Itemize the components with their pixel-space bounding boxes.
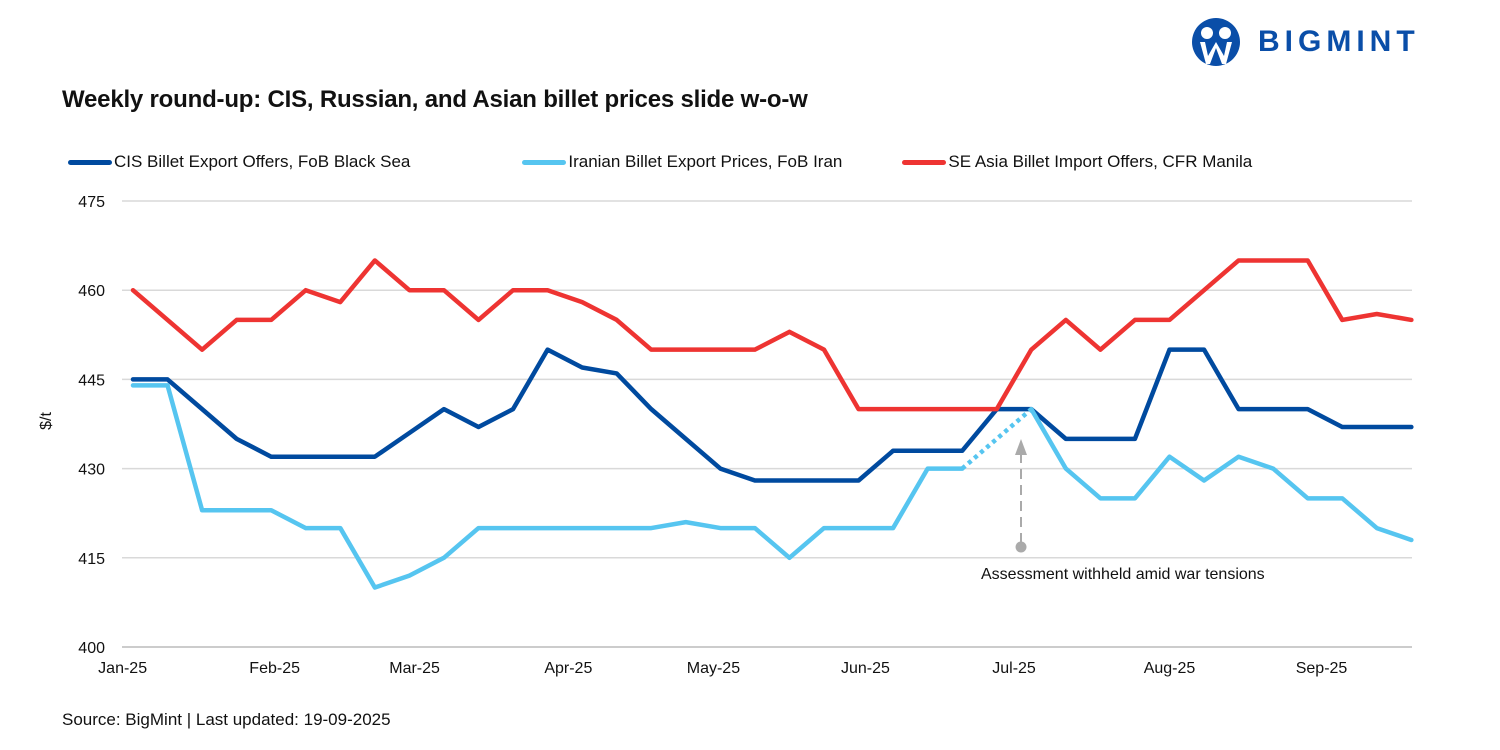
legend-item-iran: Iranian Billet Export Prices, FoB Iran: [522, 152, 842, 172]
legend: CIS Billet Export Offers, FoB Black Sea …: [68, 152, 1312, 172]
series-line-2: [130, 258, 1414, 412]
x-tick-label: Jun-25: [841, 660, 890, 677]
x-tick-label: Apr-25: [544, 660, 592, 677]
series-gap-dotted-line: [960, 407, 1033, 471]
series-line-1: [1029, 406, 1414, 543]
series-line-0: [130, 347, 1414, 483]
x-tick-label: May-25: [687, 660, 740, 677]
annotation-arrowhead-icon: [1015, 439, 1027, 455]
x-tick-label: Jan-25: [98, 660, 147, 677]
y-tick-label: 400: [78, 640, 105, 657]
source-note: Source: BigMint | Last updated: 19-09-20…: [62, 710, 391, 729]
chart-title: Weekly round-up: CIS, Russian, and Asian…: [62, 86, 808, 113]
legend-item-se-asia: SE Asia Billet Import Offers, CFR Manila: [902, 152, 1252, 172]
y-tick-label: 460: [78, 283, 105, 300]
y-tick-label: 430: [78, 462, 105, 479]
legend-label: SE Asia Billet Import Offers, CFR Manila: [948, 152, 1253, 171]
y-tick-label: 415: [78, 551, 105, 568]
bigmint-logo: BIGMINT: [1190, 18, 1420, 66]
legend-swatch: [522, 159, 567, 165]
series-line-1: [130, 383, 965, 590]
annotation-text: Assessment withheld amid war tensions: [981, 566, 1265, 583]
x-tick-label: Feb-25: [249, 660, 300, 677]
legend-swatch: [68, 159, 112, 165]
legend-item-cis: CIS Billet Export Offers, FoB Black Sea: [68, 152, 410, 172]
y-tick-label: 445: [78, 372, 105, 389]
x-tick-label: Sep-25: [1296, 660, 1348, 677]
x-tick-label: Jul-25: [992, 660, 1036, 677]
logo-text: BIGMINT: [1258, 25, 1420, 58]
y-tick-label: 475: [78, 194, 105, 211]
legend-label: CIS Billet Export Offers, FoB Black Sea: [114, 152, 411, 171]
legend-swatch: [902, 159, 947, 165]
annotation-dot: [1015, 541, 1027, 553]
x-tick-label: Mar-25: [389, 660, 440, 677]
x-tick-label: Aug-25: [1144, 660, 1196, 677]
legend-label: Iranian Billet Export Prices, FoB Iran: [568, 152, 843, 171]
logo-icon: [1192, 18, 1240, 66]
